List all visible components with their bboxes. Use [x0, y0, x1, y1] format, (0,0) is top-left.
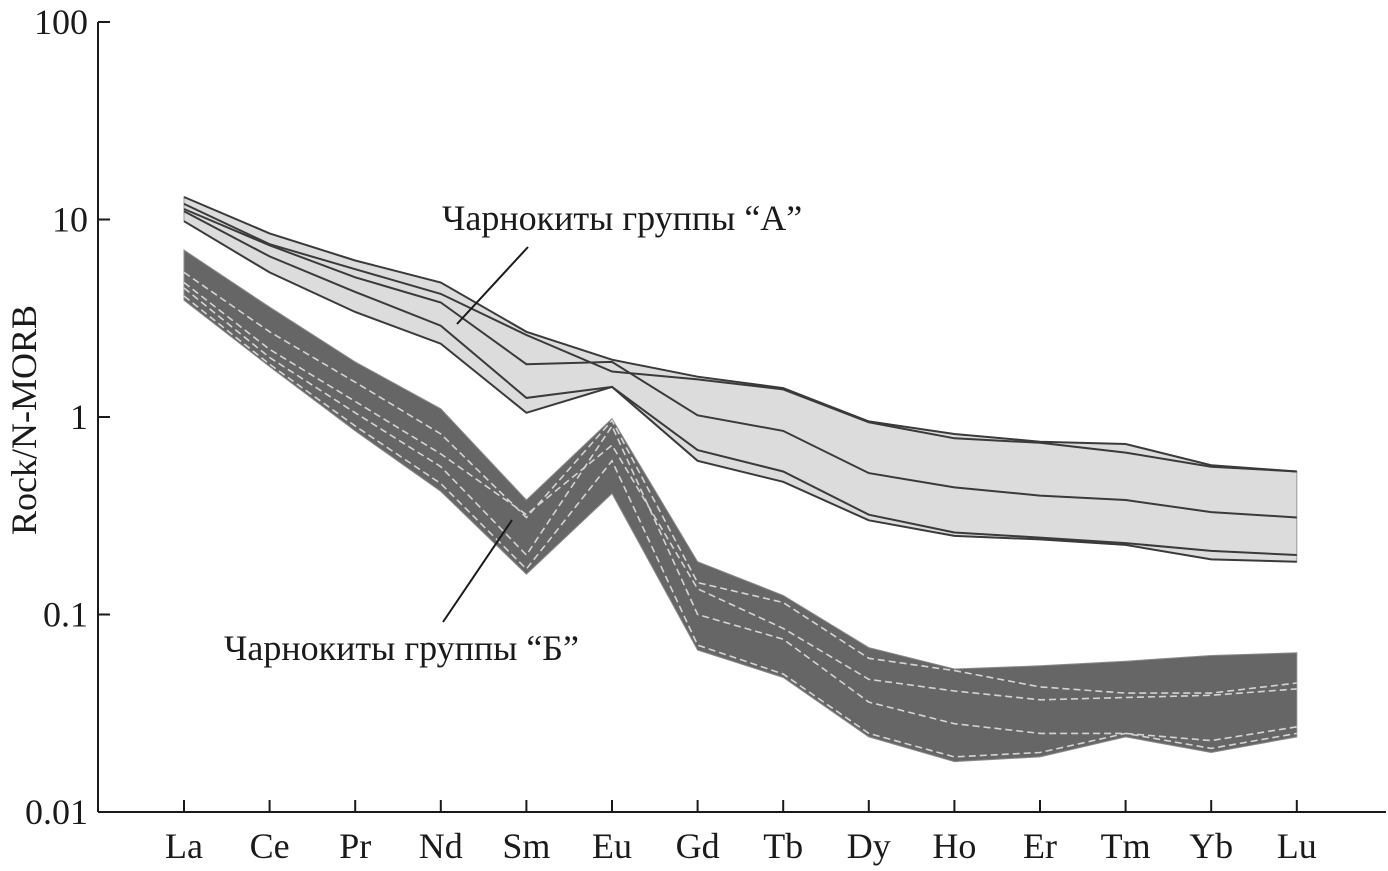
leader-line-group-a: [456, 246, 529, 325]
x-tick-label-tm: Tm: [1101, 826, 1151, 866]
y-axis-title: Rock/N-MORB: [4, 305, 44, 535]
x-tick-label-tb: Tb: [763, 826, 803, 866]
series-line-group-a-3: [183, 208, 1297, 519]
x-tick-label-nd: Nd: [419, 826, 463, 866]
group-bands: [183, 196, 1298, 763]
x-tick-label-lu: Lu: [1277, 826, 1317, 866]
series-lines: [183, 196, 1297, 758]
series-line-group-a-5: [183, 220, 1297, 563]
y-tick-label: 100: [34, 2, 88, 42]
series-line-group-b-2: [183, 281, 1297, 701]
y-tick-label: 10: [52, 200, 88, 240]
y-tick-label: 0.1: [43, 595, 88, 635]
x-tick-label-er: Er: [1023, 826, 1057, 866]
y-ticks: 100 10 1 0.1 0.01: [25, 2, 110, 832]
x-ticks: La Ce Pr Nd Sm Eu Gd Tb Dy Ho Er Tm Yb Lu: [165, 800, 1317, 866]
series-line-group-b-3: [183, 287, 1297, 742]
series-line-group-a-1: [183, 196, 1297, 473]
x-tick-label-dy: Dy: [847, 826, 891, 866]
series-line-group-a-4: [183, 210, 1297, 556]
leader-line-group-b: [442, 519, 513, 623]
label-group-a: Чарнокиты группы “А”: [442, 198, 802, 238]
x-tick-label-gd: Gd: [676, 826, 720, 866]
series-line-group-a-2: [183, 202, 1297, 473]
x-tick-label-ho: Ho: [932, 826, 976, 866]
annotations: Чарнокиты группы “А” Чарнокиты группы “Б…: [224, 198, 802, 668]
x-tick-label-eu: Eu: [592, 826, 632, 866]
y-tick-label: 1: [70, 397, 88, 437]
x-tick-label-pr: Pr: [339, 826, 371, 866]
series-line-group-b-1: [183, 271, 1297, 694]
label-group-b: Чарнокиты группы “Б”: [224, 628, 579, 668]
series-line-group-b-4: [183, 295, 1297, 758]
y-tick-label: 0.01: [25, 792, 88, 832]
x-tick-label-la: La: [165, 826, 203, 866]
x-tick-label-sm: Sm: [502, 826, 550, 866]
x-tick-label-yb: Yb: [1189, 826, 1233, 866]
x-tick-label-ce: Ce: [250, 826, 290, 866]
